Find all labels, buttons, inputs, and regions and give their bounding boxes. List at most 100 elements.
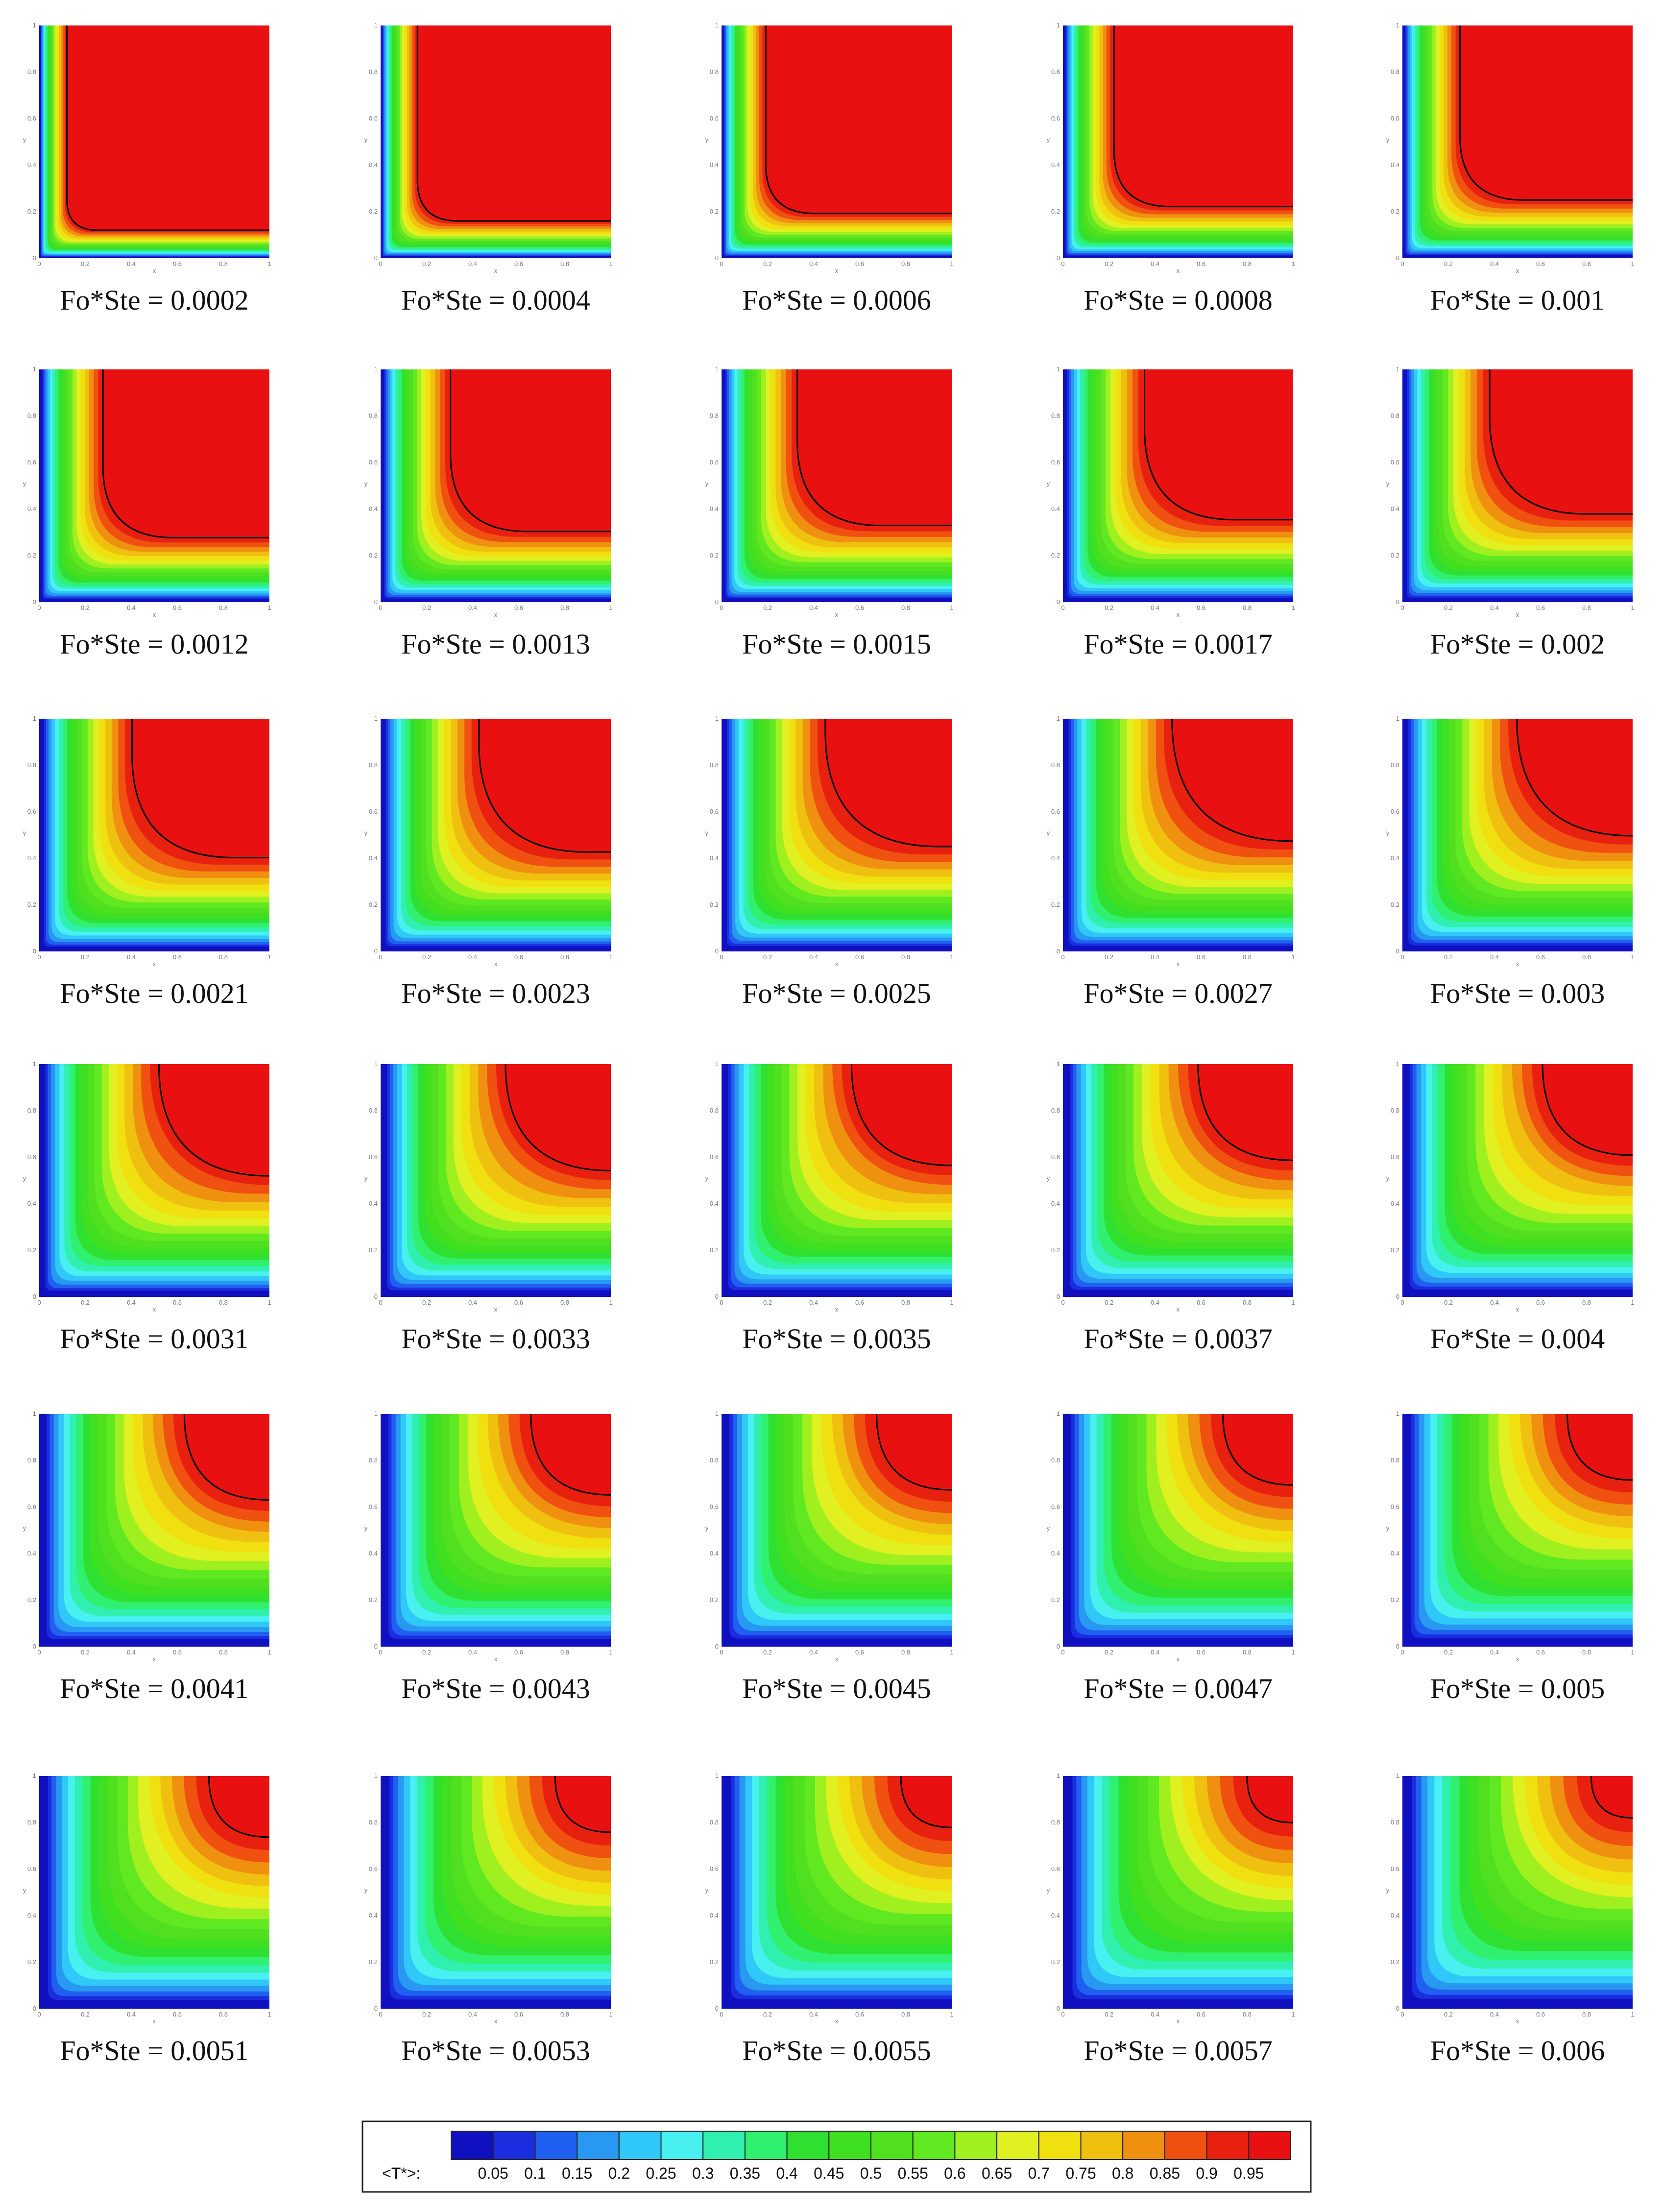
y-axis-label: y — [23, 1887, 26, 1894]
x-tick-label: 1 — [950, 604, 953, 611]
y-tick-label: 0.8 — [1051, 1819, 1060, 1826]
y-tick-label: 0.2 — [369, 901, 378, 908]
y-tick-label: 1 — [374, 365, 378, 373]
x-tick-label: 1 — [1631, 604, 1634, 611]
panel-label: Fo*Ste = 0.0037 — [1084, 1323, 1273, 1355]
front-line — [1113, 25, 1293, 208]
y-tick-label: 1 — [715, 1410, 719, 1417]
front-line — [765, 25, 952, 215]
x-tick-label: 0.4 — [468, 953, 477, 961]
y-tick-label: 0.8 — [27, 412, 36, 419]
y-tick-label: 0 — [1396, 598, 1399, 606]
x-axis-label: x — [835, 1655, 839, 1663]
front-line — [1144, 369, 1293, 521]
x-axis-label: x — [153, 1306, 156, 1313]
y-tick-label: 1 — [33, 1060, 36, 1068]
x-tick-label: 0.8 — [901, 1649, 910, 1656]
colorbar-tick: 0.85 — [1150, 2164, 1180, 2182]
y-tick-label: 0 — [374, 254, 378, 262]
x-tick-label: 1 — [267, 260, 271, 267]
y-tick-label: 0.2 — [1391, 552, 1399, 559]
y-tick-label: 0.4 — [710, 505, 719, 512]
field-band — [825, 719, 952, 847]
x-axis-label: x — [835, 611, 839, 618]
colorbar-tick: 0.3 — [692, 2164, 714, 2182]
x-tick-label: 1 — [950, 260, 953, 267]
x-tick-label: 0.2 — [1444, 1649, 1453, 1656]
y-tick-label: 1 — [374, 22, 378, 29]
x-tick-label: 0.2 — [81, 1299, 90, 1306]
front-line — [530, 1413, 611, 1496]
field-band — [67, 25, 269, 230]
x-tick-label: 0.2 — [763, 1299, 772, 1306]
x-tick-label: 0 — [1400, 2011, 1404, 2018]
y-tick-label: 0.8 — [369, 761, 378, 769]
colorbar-swatch — [828, 2131, 872, 2160]
y-tick-label: 0.6 — [369, 1503, 378, 1510]
y-tick-label: 0 — [1396, 1293, 1399, 1300]
x-tick-label: 0.4 — [1490, 260, 1499, 267]
x-axis-label: x — [1516, 960, 1519, 968]
x-tick-label: 1 — [1631, 2011, 1634, 2018]
panel-label: Fo*Ste = 0.0033 — [401, 1323, 590, 1355]
x-tick-label: 0 — [1400, 953, 1404, 961]
y-tick-label: 0.8 — [710, 1819, 719, 1826]
panel-label: Fo*Ste = 0.0002 — [60, 284, 249, 316]
x-tick-label: 0 — [1400, 1649, 1404, 1656]
y-tick-label: 0.6 — [27, 115, 36, 122]
y-tick-label: 0.4 — [1391, 1912, 1399, 1919]
y-tick-label: 0.2 — [1051, 1246, 1060, 1254]
panel-label: Fo*Ste = 0.006 — [1430, 2035, 1605, 2066]
y-tick-label: 0 — [33, 254, 36, 262]
y-tick-label: 0.6 — [710, 808, 719, 815]
colorbar-tick: 0.8 — [1112, 2164, 1133, 2182]
colorbar-swatch — [451, 2131, 494, 2160]
y-tick-label: 0.8 — [369, 1457, 378, 1464]
y-tick-label: 0.8 — [710, 761, 719, 769]
front-line — [183, 1413, 270, 1501]
y-axis-label: y — [1386, 480, 1390, 487]
y-tick-label: 0.6 — [710, 1153, 719, 1161]
x-tick-label: 0.6 — [514, 604, 523, 611]
x-tick-label: 0.2 — [422, 1299, 431, 1306]
y-tick-label: 0.6 — [369, 1153, 378, 1161]
panel-label: Fo*Ste = 0.002 — [1430, 628, 1605, 660]
panel-label: Fo*Ste = 0.0012 — [60, 628, 249, 660]
front-line — [1489, 369, 1633, 515]
y-tick-label: 0 — [1057, 1643, 1060, 1650]
y-tick-label: 0.8 — [1051, 68, 1060, 75]
front-line — [1516, 718, 1633, 837]
y-tick-label: 1 — [1396, 22, 1399, 29]
x-tick-label: 0.6 — [514, 1649, 523, 1656]
y-axis-label: y — [364, 829, 368, 837]
y-tick-label: 0.4 — [369, 161, 378, 169]
y-tick-label: 0.8 — [1391, 68, 1399, 75]
x-axis-label: x — [1516, 2018, 1519, 2025]
y-tick-label: 0.6 — [1391, 1503, 1399, 1510]
y-tick-label: 0 — [715, 2005, 719, 2012]
colorbar-tick: 0.4 — [776, 2164, 797, 2182]
colorbar-tick: 0.55 — [898, 2164, 928, 2182]
colorbar-tick: 0.65 — [982, 2164, 1012, 2182]
y-tick-label: 0 — [1396, 948, 1399, 955]
front-line — [1222, 1413, 1294, 1486]
panel-label: Fo*Ste = 0.0057 — [1084, 2035, 1273, 2066]
field-band — [450, 369, 611, 532]
colorbar-tick: 0.25 — [646, 2164, 676, 2182]
x-tick-label: 0.8 — [901, 260, 910, 267]
y-tick-label: 0.6 — [369, 1865, 378, 1872]
x-tick-label: 0.6 — [1536, 953, 1545, 961]
x-tick-label: 0.8 — [901, 604, 910, 611]
x-axis-label: x — [1516, 611, 1519, 618]
panel-label: Fo*Ste = 0.0008 — [1084, 284, 1273, 316]
y-axis-label: y — [1386, 829, 1390, 837]
x-tick-label: 1 — [267, 604, 271, 611]
x-tick-label: 0 — [379, 260, 382, 267]
y-axis-label: y — [705, 480, 709, 487]
y-tick-label: 0 — [374, 948, 378, 955]
y-tick-label: 0.4 — [369, 505, 378, 512]
x-tick-label: 0 — [1061, 953, 1064, 961]
y-tick-label: 0.6 — [1051, 1503, 1060, 1510]
y-tick-label: 0 — [33, 598, 36, 606]
x-axis-label: x — [835, 960, 839, 968]
